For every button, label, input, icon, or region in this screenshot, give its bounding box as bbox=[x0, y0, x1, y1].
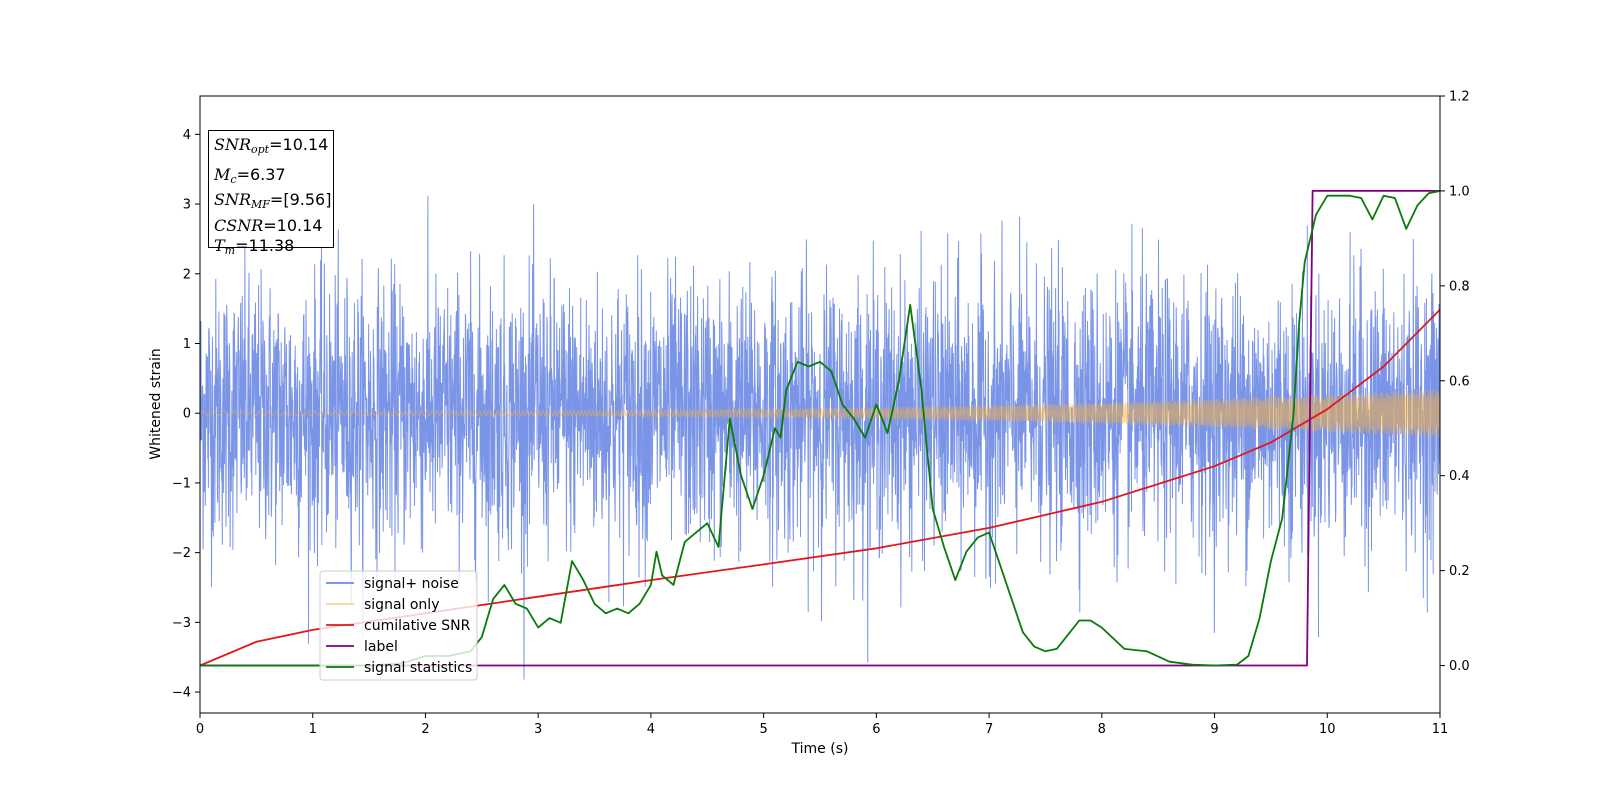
series-signal-only bbox=[200, 389, 1440, 438]
annotation-value: =11.38 bbox=[235, 236, 295, 255]
plot-frame bbox=[199, 95, 1441, 714]
annotation-subscript: m bbox=[224, 244, 236, 257]
y-left-tick-label: 1 bbox=[183, 337, 191, 352]
x-tick-label: 6 bbox=[872, 722, 880, 737]
series-signal-statistics bbox=[200, 190, 1440, 667]
legend-label-signal-noise: signal+ noise bbox=[364, 576, 459, 592]
x-tick-label: 1 bbox=[309, 722, 317, 737]
y-axis-label: Whitened strain bbox=[148, 348, 164, 459]
y-right-tick-label: 1.0 bbox=[1449, 184, 1470, 199]
legend-label-signal-statistics: signal statistics bbox=[364, 660, 472, 676]
annotation-line: Mc=6.37 bbox=[214, 165, 328, 191]
series-label bbox=[200, 190, 1440, 667]
y-right-tick-label: 0.0 bbox=[1449, 659, 1470, 674]
annotation-variable: CSNR bbox=[214, 215, 264, 235]
legend: signal+ noise signal only cumilative SNR la… bbox=[319, 570, 478, 681]
x-tick-label: 11 bbox=[1432, 722, 1449, 737]
x-tick-label: 9 bbox=[1210, 722, 1218, 737]
y-right-tick-label: 0.4 bbox=[1449, 469, 1470, 484]
x-tick-label: 5 bbox=[759, 722, 767, 737]
annotation-line: CSNR=10.14 bbox=[214, 216, 328, 237]
legend-label-label: label bbox=[364, 639, 398, 655]
y-left-tick-label: −3 bbox=[172, 616, 191, 631]
y-right-tick-label: 0.6 bbox=[1449, 374, 1470, 389]
x-tick-label: 7 bbox=[985, 722, 993, 737]
x-axis: 0 1 2 3 4 5 6 7 8 9 10 11 bbox=[196, 713, 1448, 737]
y-axis-left: 4 3 2 1 0 −1 −2 −3 −4 bbox=[172, 128, 200, 701]
legend-frame bbox=[319, 570, 478, 681]
y-left-tick-label: 3 bbox=[183, 198, 191, 213]
annotation-box: SNRopt=10.14 Mc=6.37 SNRMF=[9.56] CSNR=10.1… bbox=[208, 130, 334, 257]
annotation-value: =6.37 bbox=[236, 164, 286, 184]
y-left-tick-label: 0 bbox=[183, 407, 191, 422]
y-axis-right: 1.2 1.0 0.8 0.6 0.4 0.2 0.0 bbox=[1440, 90, 1470, 674]
y-left-tick-label: 4 bbox=[183, 128, 191, 143]
annotation-subscript: MF bbox=[251, 198, 270, 211]
y-left-tick-label: −1 bbox=[172, 476, 191, 491]
x-tick-label: 2 bbox=[421, 722, 429, 737]
annotation-variable: M bbox=[214, 164, 231, 184]
legend-label-signal-only: signal only bbox=[364, 597, 439, 613]
x-axis-label: Time (s) bbox=[791, 741, 849, 757]
annotation-line: SNRMF=[9.56] bbox=[214, 190, 331, 216]
annotation-value: =[9.56] bbox=[269, 190, 332, 209]
annotation-variable: T bbox=[214, 236, 225, 255]
x-tick-label: 4 bbox=[647, 722, 655, 737]
legend-label-cumilative-snr: cumilative SNR bbox=[364, 618, 471, 634]
x-tick-label: 10 bbox=[1319, 722, 1336, 737]
annotation-line: Tm=11.38 bbox=[214, 236, 328, 262]
annotation-line: SNRopt=10.14 bbox=[214, 135, 328, 161]
y-left-tick-label: −2 bbox=[172, 546, 191, 561]
annotation-subscript: c bbox=[230, 172, 237, 186]
y-right-tick-label: 0.8 bbox=[1449, 279, 1470, 294]
annotation-subscript: opt bbox=[251, 143, 270, 156]
y-right-tick-label: 1.2 bbox=[1449, 90, 1470, 105]
x-tick-label: 8 bbox=[1098, 722, 1106, 737]
y-left-tick-label: −4 bbox=[172, 686, 191, 701]
annotation-variable: SNR bbox=[214, 190, 252, 209]
x-tick-label: 0 bbox=[196, 722, 204, 737]
annotation-value: =10.14 bbox=[269, 135, 329, 154]
annotation-variable: SNR bbox=[214, 135, 252, 154]
x-tick-label: 3 bbox=[534, 722, 542, 737]
y-left-tick-label: 2 bbox=[183, 267, 191, 282]
annotation-value: =10.14 bbox=[263, 215, 323, 235]
y-right-tick-label: 0.2 bbox=[1449, 564, 1470, 579]
